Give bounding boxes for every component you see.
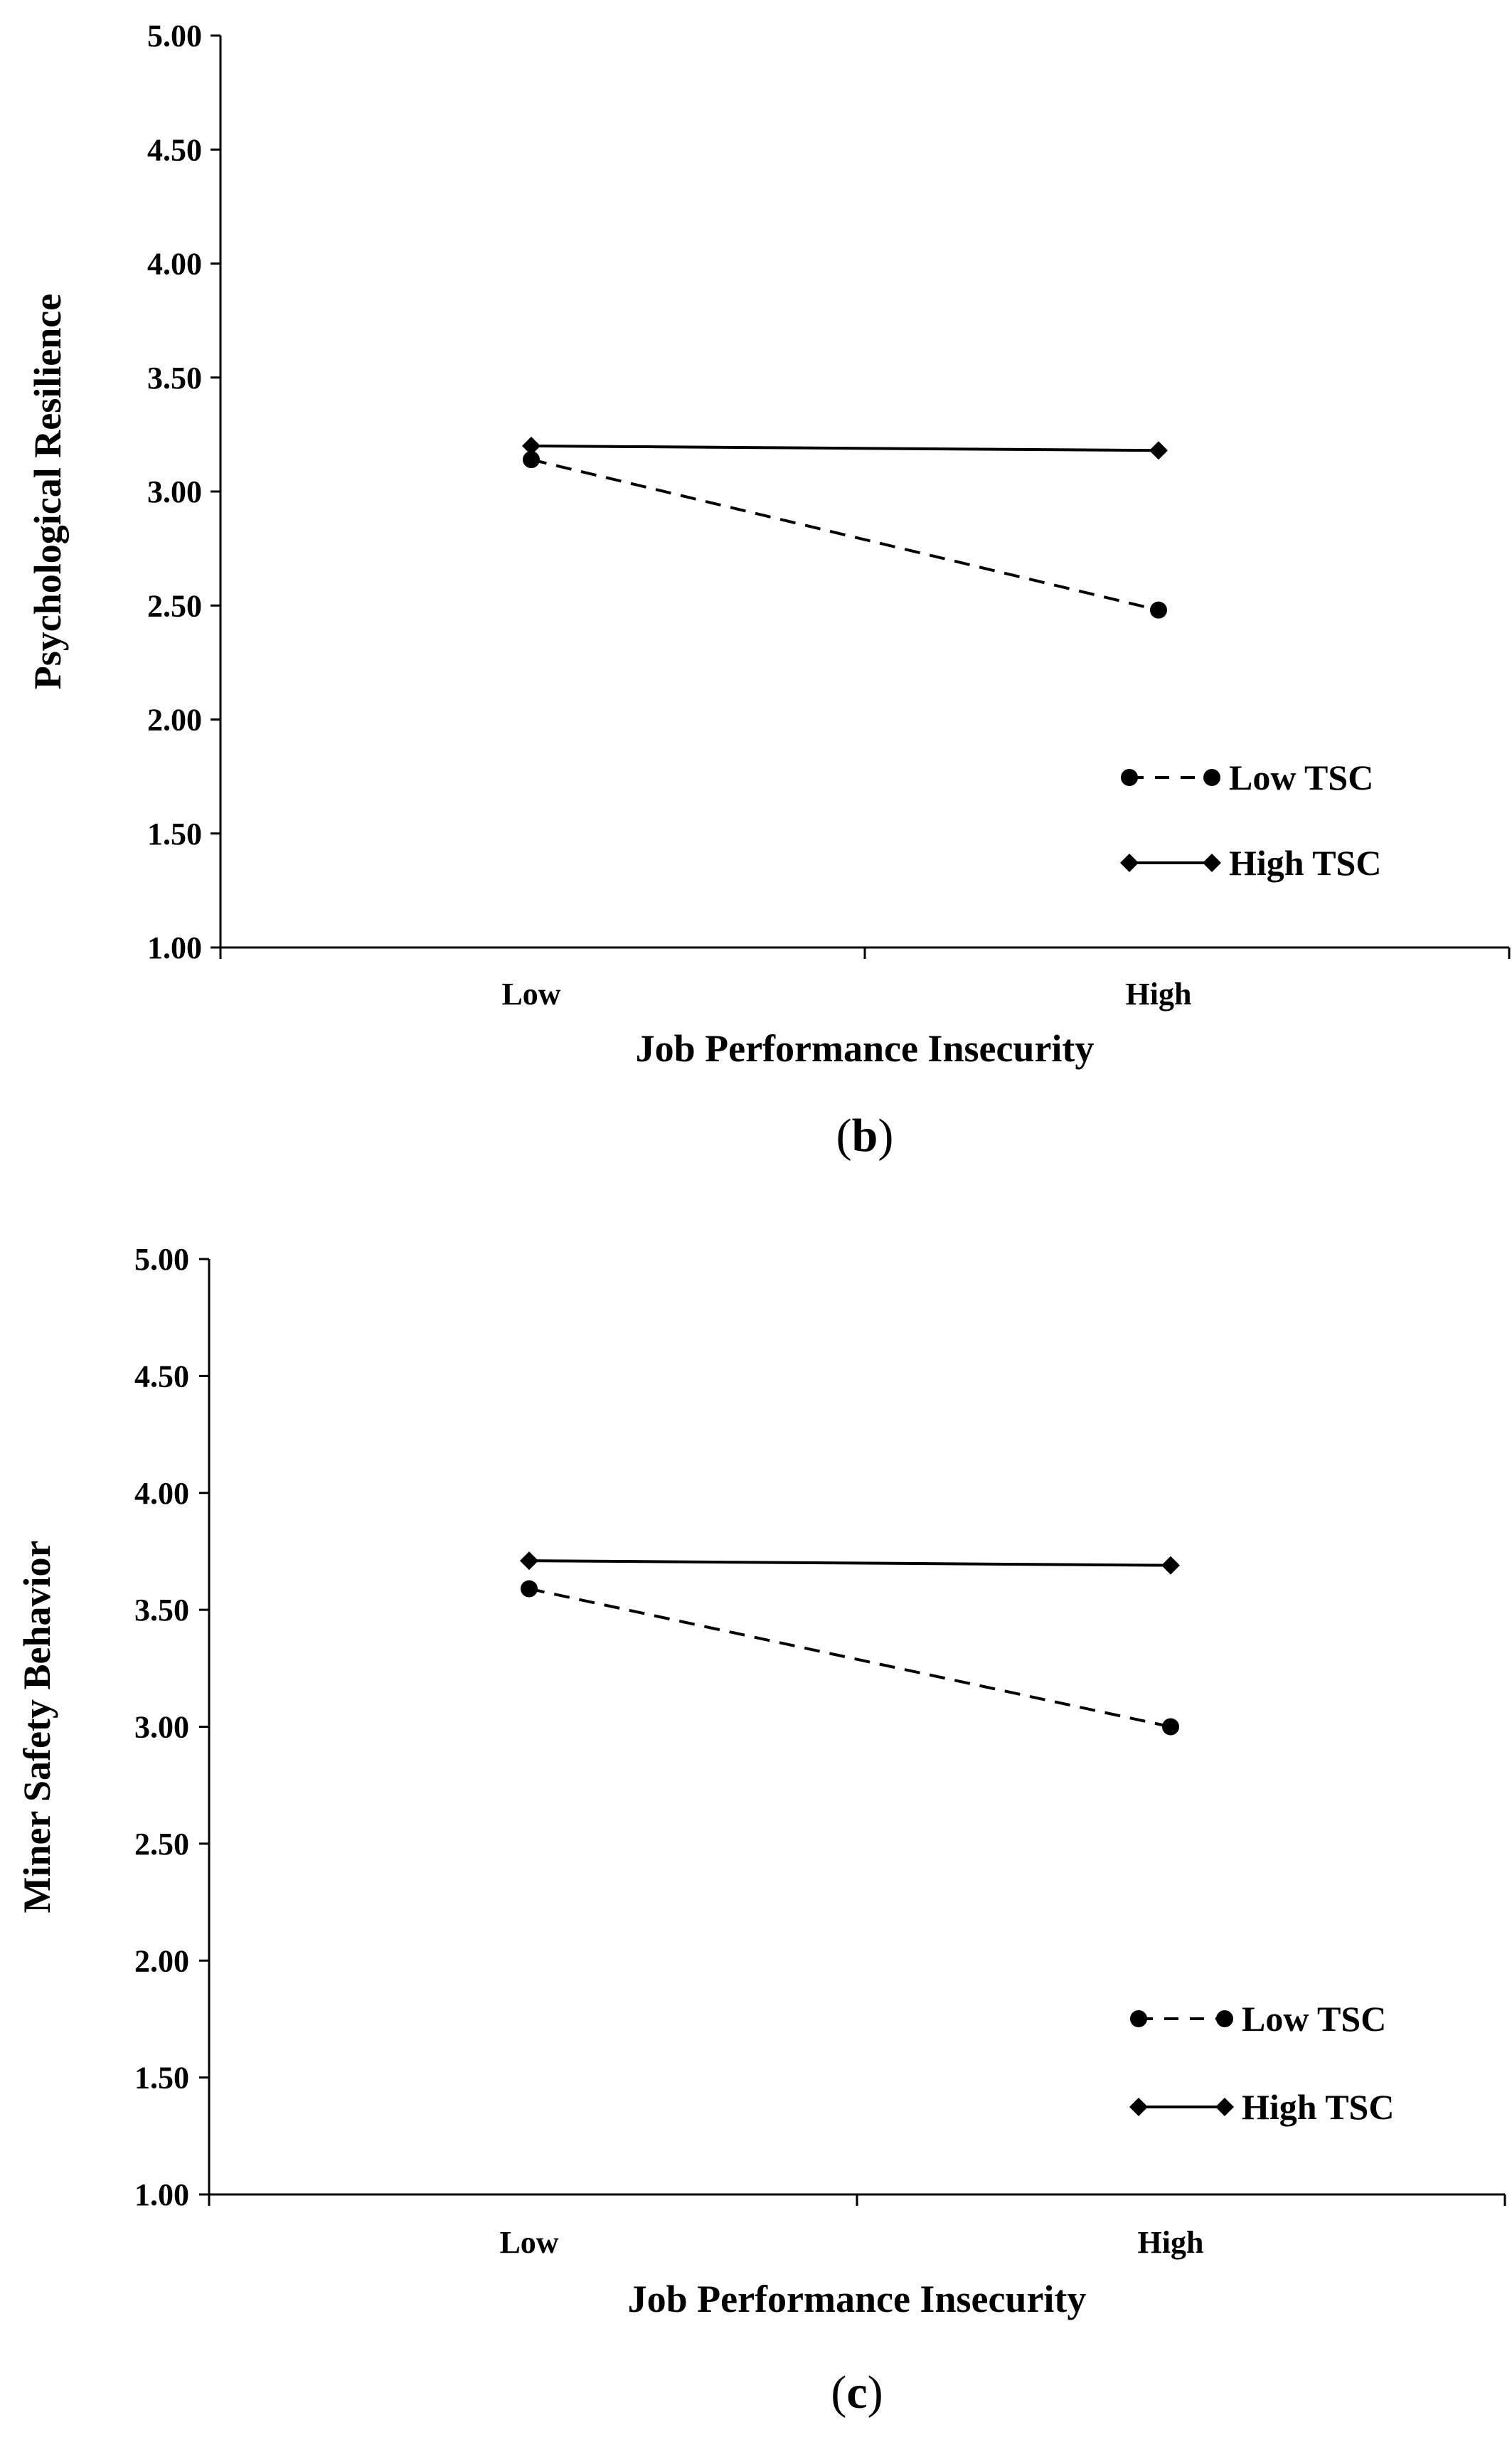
y-tick-label: 3.50	[147, 361, 202, 395]
y-tick-label: 1.50	[134, 2061, 189, 2096]
legend-marker	[1120, 854, 1139, 872]
panel-letter: b	[852, 1110, 878, 1162]
y-tick-label: 4.00	[134, 1476, 189, 1511]
data-point	[521, 1580, 538, 1598]
data-point	[1162, 1718, 1179, 1736]
chart-panel-b: 1.00 1.50 2.00 2.50 3.00 3.50 4.00 4.50 5.00 Low H…	[26, 18, 1511, 1162]
y-axis-title: Miner Safety Behavior	[16, 1541, 58, 1913]
data-point	[1150, 601, 1167, 619]
legend-marker	[1215, 2098, 1234, 2116]
y-tick-label: 2.50	[147, 588, 202, 623]
legend-marker	[1216, 2010, 1233, 2027]
data-point	[1161, 1556, 1180, 1575]
series-high-tsc	[520, 1551, 1180, 1575]
data-point	[523, 451, 540, 469]
y-tick-label: 3.00	[147, 474, 202, 509]
legend-item: Low TSC	[1121, 758, 1373, 797]
x-tick-label: Low	[501, 977, 560, 1012]
y-tick-label: 4.00	[147, 247, 202, 282]
series-line	[528, 1559, 1171, 1567]
y-tick-label: 1.00	[147, 930, 202, 965]
y-tick-label: 2.50	[134, 1827, 189, 1862]
y-tick-label: 2.00	[134, 1943, 189, 1978]
chart-panel-c: 1.00 1.50 2.00 2.50 3.00 3.50 4.00 4.50 5.00 Low H…	[16, 1242, 1506, 2419]
x-tick-label: High	[1138, 2225, 1204, 2260]
series-high-tsc	[522, 436, 1168, 460]
y-tick-label: 5.00	[147, 18, 202, 53]
legend-marker	[1121, 769, 1138, 786]
y-tick-label: 1.00	[134, 2177, 189, 2212]
series-line	[531, 444, 1159, 452]
y-tick-label: 3.50	[134, 1593, 189, 1628]
panel-letter: c	[846, 2367, 867, 2419]
data-point	[1149, 441, 1168, 460]
y-axis-title: Psychological Resilience	[26, 294, 69, 689]
legend-marker	[1130, 2010, 1147, 2027]
panel-paren: (	[831, 2367, 846, 2419]
series-line	[528, 1587, 1171, 1729]
y-tick-label: 2.00	[147, 703, 202, 738]
legend-marker	[1203, 769, 1220, 786]
data-point	[520, 1551, 538, 1571]
panel-paren: (	[836, 1110, 852, 1162]
legend-item: Low TSC	[1130, 1999, 1386, 2039]
legend-label: High TSC	[1229, 843, 1381, 883]
y-tick-label: 3.00	[134, 1710, 189, 1745]
y-tick-label: 1.50	[147, 817, 202, 851]
y-tick-label: 4.50	[134, 1359, 189, 1393]
legend-marker	[1203, 854, 1221, 872]
x-axis-title: Job Performance Insecurity	[628, 2278, 1087, 2320]
panel-label: (c)	[831, 2367, 883, 2419]
series-line	[531, 458, 1159, 612]
legend-label: Low TSC	[1229, 758, 1373, 797]
y-tick-label: 5.00	[134, 1242, 189, 1277]
series-low-tsc	[523, 451, 1167, 619]
legend-label: Low TSC	[1242, 1999, 1386, 2039]
x-axis-title: Job Performance Insecurity	[636, 1027, 1095, 1070]
legend-marker	[1129, 2098, 1148, 2116]
panel-label: (b)	[836, 1110, 894, 1162]
series-low-tsc	[521, 1580, 1179, 1736]
x-tick-label: Low	[499, 2225, 558, 2260]
y-tick-label: 4.50	[147, 132, 202, 167]
x-tick-label: High	[1126, 977, 1192, 1012]
panel-paren: )	[868, 2367, 883, 2419]
legend-item: High TSC	[1129, 2087, 1394, 2127]
panel-paren: )	[878, 1110, 893, 1162]
legend-label: High TSC	[1242, 2087, 1394, 2127]
legend-item: High TSC	[1120, 843, 1381, 883]
data-point	[522, 436, 541, 455]
